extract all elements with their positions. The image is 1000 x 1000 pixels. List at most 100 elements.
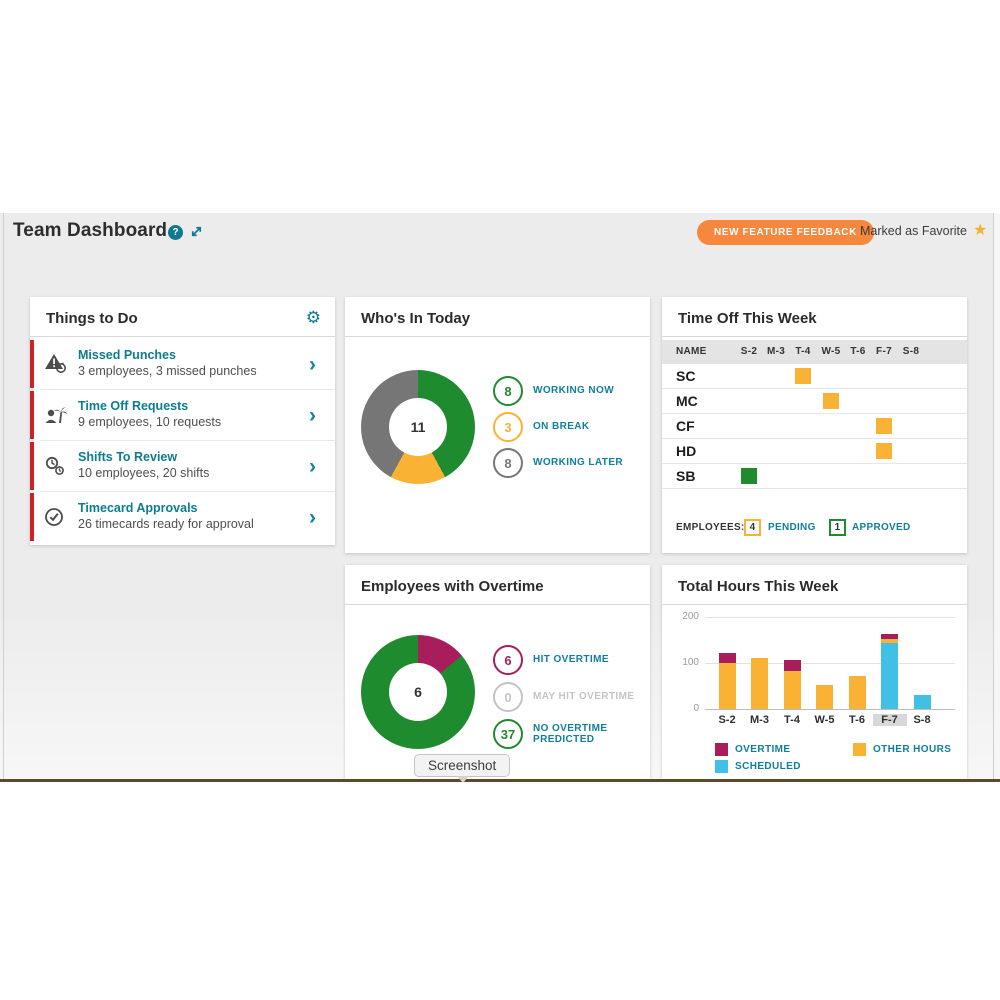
todo-item-text: Missed Punches 3 employees, 3 missed punc… [78, 348, 309, 379]
chevron-right-icon[interactable]: › [309, 505, 316, 529]
y-axis-tick: 0 [693, 703, 699, 714]
expand-icon[interactable] [189, 224, 204, 239]
time-off-table-header: NAME S-2 M-3 T-4 W-5 T-6 F-7 S-8 [662, 340, 967, 364]
bar-segment-other-hours [881, 638, 898, 644]
legend-swatch [853, 743, 866, 756]
whos-in-legend: 8 WORKING NOW 3 ON BREAK 8 WORKING LATER [493, 297, 649, 553]
card-divider [662, 336, 967, 337]
bar-segment-other-hours [718, 663, 736, 709]
chevron-right-icon[interactable]: › [309, 403, 316, 427]
todo-item-subtitle: 9 employees, 10 requests [78, 415, 222, 429]
todo-item-subtitle: 26 timecards ready for approval [78, 517, 254, 531]
x-axis-label-m-3: M-3 [750, 714, 769, 726]
legend-label: ON BREAK [533, 421, 590, 433]
x-axis-label-s-2: S-2 [718, 714, 736, 726]
todo-item-text: Timecard Approvals 26 timecards ready for… [78, 501, 309, 532]
things-to-do-title: Things to Do [46, 310, 138, 327]
column-header-m-3: M-3 [766, 346, 786, 357]
legend-label: MAY HIT OVERTIME [533, 691, 635, 703]
page-title: Team Dashboard [13, 220, 168, 241]
page-left-border [3, 213, 4, 781]
bar-segment-scheduled [881, 643, 898, 709]
time-off-week-title: Time Off This Week [678, 310, 817, 327]
column-header-s-8: S-8 [902, 346, 920, 357]
employee-initials: SC [676, 368, 696, 384]
employee-initials: MC [676, 393, 698, 409]
list-divider [40, 440, 335, 441]
legend-item-may-hit-overtime: 0 MAY HIT OVERTIME [493, 682, 643, 712]
todo-item-title: Missed Punches [78, 348, 176, 363]
todo-item-missed-punches[interactable]: Missed Punches 3 employees, 3 missed punc… [30, 340, 335, 388]
chevron-right-icon[interactable]: › [309, 352, 316, 376]
time-off-requests-icon [34, 404, 78, 426]
approved-label: APPROVED [852, 522, 911, 533]
favorite-label: Marked as Favorite [860, 224, 967, 238]
legend-label: WORKING LATER [533, 457, 624, 469]
todo-item-text: Shifts To Review 10 employees, 20 shifts [78, 450, 309, 481]
todo-item-shifts-to-review[interactable]: Shifts To Review 10 employees, 20 shifts › [30, 442, 335, 490]
chart-legend-overtime: OVERTIME [715, 743, 790, 756]
bar-segment-other-hours [783, 671, 801, 709]
legend-item-no-overtime-predicted: 37 NO OVERTIME PREDICTED [493, 719, 643, 749]
shifts-to-review-icon [34, 455, 78, 477]
x-axis-label-t-6: T-6 [849, 714, 865, 726]
total-hours-bar-chart: 200 100 0 S-2 M-3 T-4 W-5 T-6 F-7 S-8 OVERTIME OTHE… [662, 565, 967, 781]
column-header-t-4: T-4 [795, 346, 811, 357]
screenshot-capture-line [0, 779, 1000, 782]
time-off-mark-pending [876, 443, 892, 459]
overtime-legend: 6 HIT OVERTIME 0 MAY HIT OVERTIME 37 NO OVERT… [493, 565, 649, 781]
things-to-do-list: Missed Punches 3 employees, 3 missed punc… [30, 337, 335, 541]
bar-segment-other-hours [848, 675, 866, 709]
bar-segment-other-hours [816, 684, 833, 709]
legend-label: SCHEDULED [735, 761, 801, 772]
pending-label: PENDING [768, 522, 816, 533]
chevron-right-icon[interactable]: › [309, 454, 316, 478]
whos-in-donut-center: 11 [389, 398, 447, 456]
todo-item-timecard-approvals[interactable]: Timecard Approvals 26 timecards ready for… [30, 493, 335, 541]
todo-item-time-off-requests[interactable]: Time Off Requests 9 employees, 10 request… [30, 391, 335, 439]
time-off-row-cf: CF [662, 414, 967, 439]
legend-item-working-now: 8 WORKING NOW [493, 376, 643, 406]
pending-count-box: 4 [744, 519, 761, 536]
legend-label: HIT OVERTIME [533, 654, 609, 666]
legend-label: NO OVERTIME PREDICTED [533, 722, 608, 746]
chart-legend-scheduled: SCHEDULED [715, 760, 801, 773]
x-axis-label-w-5: W-5 [814, 714, 835, 726]
todo-item-text: Time Off Requests 9 employees, 10 request… [78, 399, 309, 430]
legend-swatch [715, 743, 728, 756]
whos-in-donut-chart: 11 [361, 370, 475, 484]
legend-item-hit-overtime: 6 HIT OVERTIME [493, 645, 643, 675]
missed-punches-icon [34, 353, 78, 375]
card-divider [345, 604, 650, 605]
overtime-title: Employees with Overtime [361, 578, 544, 595]
new-feature-feedback-button[interactable]: NEW FEATURE FEEDBACK [697, 220, 874, 245]
employees-label: EMPLOYEES: [676, 522, 745, 533]
approved-count-box: 1 [829, 519, 846, 536]
legend-count-circle: 3 [493, 412, 523, 442]
total-hours-title: Total Hours This Week [678, 578, 839, 595]
x-axis-label-t-4: T-4 [784, 714, 800, 726]
legend-count-circle: 37 [493, 719, 523, 749]
gear-icon[interactable]: ⚙ [305, 308, 321, 327]
favorite-star-icon[interactable]: ★ [972, 222, 988, 239]
overtime-donut-center: 6 [389, 663, 447, 721]
help-icon[interactable]: ? [168, 225, 183, 240]
x-axis-label-s-8: S-8 [913, 714, 931, 726]
legend-label: WORKING NOW [533, 385, 615, 397]
screenshot-cursor-tooltip: Screenshot [414, 754, 511, 783]
legend-count-circle: 6 [493, 645, 523, 675]
employee-initials: HD [676, 443, 697, 459]
time-off-mark-pending [823, 393, 839, 409]
todo-item-title: Shifts To Review [78, 450, 178, 465]
whos-in-today-card: Who's In Today 11 8 WORKING NOW 3 ON BREAK 8… [345, 297, 650, 553]
legend-item-on-break: 3 ON BREAK [493, 412, 643, 442]
employee-initials: CF [676, 418, 695, 434]
favorite-control: Marked as Favorite ★ [860, 223, 987, 239]
list-divider [40, 491, 335, 492]
time-off-table: NAME S-2 M-3 T-4 W-5 T-6 F-7 S-8 SC MC CF HD SB [662, 340, 967, 489]
gridline [705, 709, 955, 710]
time-off-mark-approved [741, 468, 757, 484]
bar-segment-overtime [783, 660, 801, 672]
card-divider [662, 604, 967, 605]
card-divider [30, 336, 335, 337]
